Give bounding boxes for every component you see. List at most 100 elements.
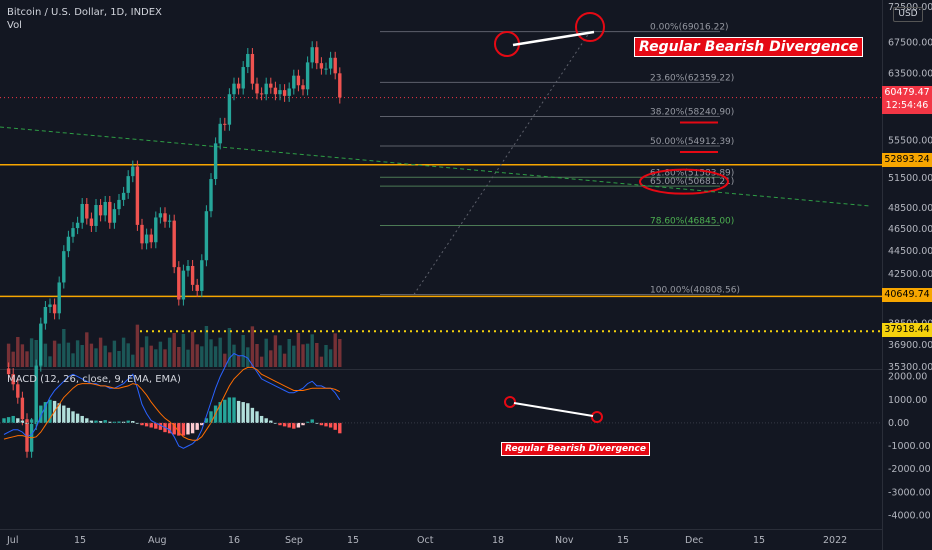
- volume-bar: [218, 337, 222, 367]
- candle-body: [241, 67, 245, 89]
- macd-histogram-bar: [269, 420, 273, 423]
- volume-bar: [108, 352, 112, 367]
- fib-trend-line: [413, 31, 591, 295]
- candle-body: [319, 63, 324, 69]
- macd-histogram-bar: [144, 422, 149, 427]
- descending-trendline: [0, 126, 871, 207]
- macd-histogram-bar: [328, 422, 333, 428]
- price-tick-label: 63500.00: [888, 68, 932, 79]
- volume-bar: [34, 340, 38, 367]
- price-tick-label: 42500.00: [888, 269, 932, 280]
- candle-body: [250, 53, 255, 84]
- volume-bar: [269, 350, 273, 367]
- candle-body: [43, 306, 48, 324]
- macd-histogram-bar: [209, 411, 213, 423]
- candle-body: [6, 368, 11, 375]
- candle-body: [236, 83, 241, 89]
- volume-bar: [232, 344, 236, 367]
- macd-histogram-bar: [16, 418, 20, 423]
- candle-body: [121, 192, 126, 200]
- macd-histogram-bar: [75, 413, 80, 423]
- volume-bar: [29, 338, 34, 367]
- volume-bar: [264, 338, 268, 367]
- macd-peak-circle: [504, 396, 516, 408]
- macd-histogram-bar: [241, 402, 245, 423]
- resistance-tag: 52893.24: [882, 153, 932, 167]
- macd-histogram-bar: [34, 411, 38, 423]
- volume-bar: [315, 343, 319, 367]
- macd-histogram-bar: [296, 422, 301, 428]
- volume-bar: [246, 347, 250, 367]
- candle-body: [16, 384, 20, 398]
- volume-bar: [241, 335, 245, 367]
- macd-histogram-bar: [89, 420, 94, 423]
- time-tick-label: 18: [492, 535, 504, 546]
- candle-body: [227, 94, 232, 125]
- candle-body: [209, 179, 213, 212]
- volume-bar: [57, 343, 61, 367]
- macd-histogram-bar: [20, 420, 25, 423]
- macd-histogram-bar: [273, 422, 278, 424]
- macd-histogram-bar: [305, 421, 310, 423]
- macd-histogram-bar: [85, 418, 89, 423]
- candle-body: [112, 209, 117, 223]
- macd-histogram-bar: [255, 411, 259, 423]
- macd-histogram-bar: [282, 422, 287, 427]
- volume-bar: [333, 333, 337, 367]
- volume-label: Vol: [7, 20, 22, 31]
- current-price: 60479.47: [884, 87, 930, 98]
- macd-histogram-bar: [98, 421, 103, 423]
- macd-histogram-bar: [223, 399, 227, 423]
- volume-bar: [190, 331, 195, 367]
- macd-histogram-bar: [11, 415, 15, 423]
- candle-body: [292, 75, 296, 89]
- volume-bar: [181, 334, 186, 367]
- volume-bar: [112, 340, 117, 367]
- time-tick-label: Jul: [6, 535, 18, 546]
- bearish-divergence-label: Regular Bearish Divergence: [634, 37, 864, 57]
- candle-body: [135, 166, 140, 225]
- price-axis: 72500.0067500.0063500.0059500.0055500.00…: [888, 2, 932, 521]
- bar-countdown: 12:54:46: [885, 100, 929, 111]
- macd-title: MACD (12, 26, close, 9, EMA, EMA): [7, 374, 181, 385]
- low-tag: 37918.44: [882, 323, 932, 337]
- macd-histogram-bar: [250, 407, 255, 423]
- macd-histogram-bar: [135, 422, 140, 424]
- candle-body: [269, 83, 273, 88]
- candle-body: [328, 57, 333, 69]
- candle-body: [167, 220, 172, 222]
- candle-body: [315, 47, 319, 64]
- macd-histogram-bar: [149, 422, 153, 428]
- volume-bar: [43, 343, 48, 367]
- volume-bar: [25, 351, 29, 367]
- time-tick-label: 15: [753, 535, 765, 546]
- volume-bar: [6, 343, 11, 367]
- macd-histogram-bar: [292, 422, 296, 429]
- price-tick-label: 51500.00: [888, 173, 932, 184]
- candle-body: [62, 251, 66, 283]
- volume-bar: [292, 345, 296, 367]
- divergence-markers: [494, 12, 605, 423]
- macd-line: [3, 352, 341, 449]
- volume-bar: [287, 339, 291, 367]
- candle-body: [25, 419, 29, 452]
- volume-bar: [94, 348, 98, 367]
- macd-histogram-bar: [80, 415, 84, 423]
- volume-bar: [71, 353, 75, 367]
- volume-bar: [98, 337, 103, 367]
- candle-body: [75, 222, 80, 229]
- candle-body: [52, 304, 57, 314]
- macd-histogram-bar: [246, 403, 250, 423]
- time-axis: Jul 15 Aug 16 Sep 15 Oct 18 Nov 15 Dec 15 2022: [6, 535, 847, 546]
- macd-histogram-bar: [62, 405, 66, 423]
- macd-histogram-bar: [181, 422, 186, 436]
- macd-histogram-bar: [140, 422, 144, 426]
- fib-level-label: 100.00%(40808.56): [650, 285, 740, 295]
- currency-button[interactable]: USD: [893, 7, 923, 22]
- volume-bar: [140, 347, 144, 367]
- horizontal-levels: [0, 97, 882, 333]
- fib-level-label: 0.00%(69016.22): [650, 23, 729, 33]
- candle-body: [232, 83, 236, 95]
- time-tick-label: 15: [347, 535, 359, 546]
